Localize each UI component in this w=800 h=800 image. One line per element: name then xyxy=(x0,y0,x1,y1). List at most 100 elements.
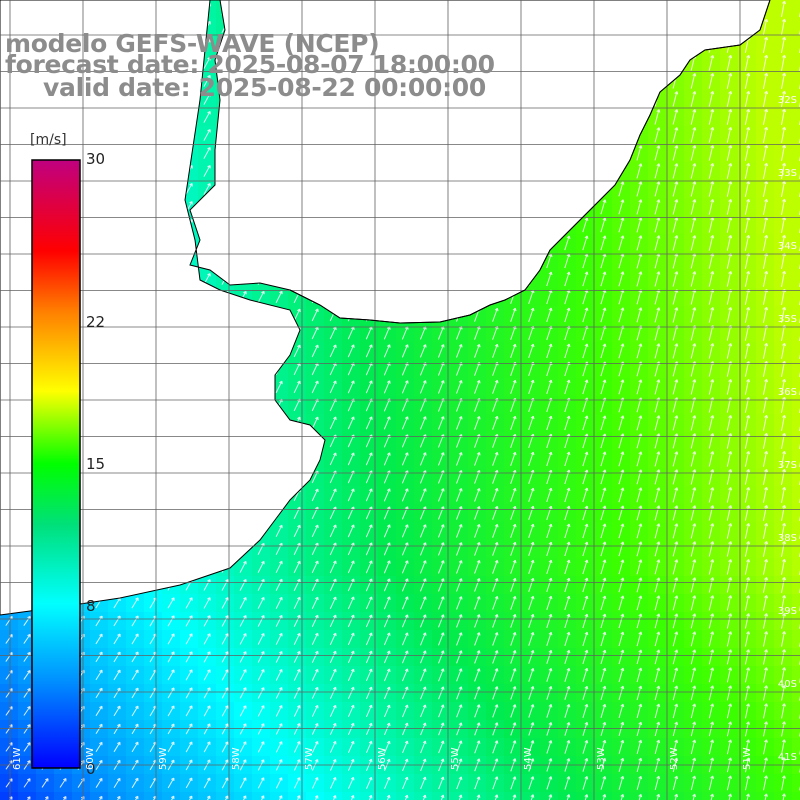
wind-arrow xyxy=(293,741,301,753)
wind-arrow xyxy=(564,685,571,700)
wind-arrow xyxy=(365,380,373,394)
wind-arrow xyxy=(528,559,535,574)
wind-arrow xyxy=(600,415,607,431)
wind-arrow xyxy=(781,126,787,143)
wind-arrow xyxy=(456,506,463,520)
wind-arrow xyxy=(762,576,769,593)
wind-arrow xyxy=(293,704,301,717)
wind-arrow xyxy=(257,741,265,753)
wind-arrow xyxy=(474,451,481,466)
wind-arrow xyxy=(708,54,715,71)
wind-arrow xyxy=(474,776,481,790)
wind-arrow xyxy=(690,415,697,431)
wind-arrow xyxy=(492,704,499,718)
wind-arrow xyxy=(383,578,391,592)
wind-arrow xyxy=(402,722,409,736)
wind-arrow xyxy=(401,632,409,646)
wind-arrow xyxy=(474,505,481,520)
wind-arrow xyxy=(528,649,535,664)
wind-arrow xyxy=(672,613,679,629)
wind-arrow xyxy=(636,271,643,287)
wind-arrow xyxy=(708,199,715,215)
wind-arrow xyxy=(383,650,391,664)
wind-arrow xyxy=(95,705,103,717)
wind-arrow xyxy=(528,505,535,520)
wind-arrow xyxy=(383,488,391,502)
wind-arrow xyxy=(672,685,679,701)
wind-arrow xyxy=(131,687,139,699)
wind-arrow xyxy=(347,452,355,466)
wind-arrow xyxy=(781,414,786,431)
wind-arrow xyxy=(419,542,427,556)
wind-arrow xyxy=(203,74,211,87)
wind-arrow xyxy=(672,703,679,719)
wind-arrow xyxy=(654,307,661,323)
wind-arrow xyxy=(492,487,499,502)
wind-arrow xyxy=(690,721,697,737)
wind-arrow xyxy=(383,686,391,700)
wind-arrow xyxy=(546,685,553,700)
wind-arrow xyxy=(672,649,679,665)
wind-arrow xyxy=(618,667,625,683)
wind-arrow xyxy=(419,452,427,466)
wind-arrow xyxy=(257,723,265,735)
wind-arrow xyxy=(654,685,661,701)
wind-arrow xyxy=(546,505,553,521)
wind-arrow xyxy=(762,522,769,539)
wind-arrow xyxy=(401,614,409,628)
wind-arrow xyxy=(654,739,661,755)
wind-arrow xyxy=(383,668,391,682)
wind-arrow xyxy=(600,199,607,215)
wind-cell xyxy=(792,702,800,720)
wind-arrow xyxy=(672,505,679,521)
colorbar-tick-label: 30 xyxy=(86,150,106,168)
wind-arrow xyxy=(239,596,247,609)
wind-arrow xyxy=(600,487,607,503)
wind-arrow xyxy=(311,488,319,502)
wind-arrow xyxy=(347,560,355,574)
wind-arrow xyxy=(368,794,373,800)
wind-arrow xyxy=(386,794,391,800)
wind-arrow xyxy=(781,667,786,683)
wind-arrow xyxy=(708,559,715,575)
wind-cell xyxy=(414,792,432,800)
wind-arrow xyxy=(708,307,715,323)
wind-arrow xyxy=(744,595,751,611)
wind-arrow xyxy=(564,776,571,790)
wind-arrow xyxy=(510,704,517,718)
longitude-label: 51W xyxy=(742,747,753,770)
wind-arrow xyxy=(582,631,589,647)
wind-arrow xyxy=(365,668,373,682)
wind-arrow xyxy=(456,740,463,754)
wind-arrow xyxy=(762,504,769,521)
wind-arrow xyxy=(528,613,535,628)
wind-arrow xyxy=(672,271,679,287)
wind-arrow xyxy=(781,558,786,575)
wind-arrow xyxy=(203,777,211,789)
wind-arrow xyxy=(293,380,301,394)
wind-cell xyxy=(792,360,800,378)
wind-arrow xyxy=(564,451,571,467)
wind-arrow xyxy=(762,342,769,359)
wind-arrow xyxy=(708,523,715,539)
wind-arrow xyxy=(564,740,571,754)
wind-cell xyxy=(792,558,800,576)
wind-arrow xyxy=(528,740,535,754)
wind-arrow xyxy=(690,91,697,107)
wind-cell xyxy=(792,342,800,360)
wind-arrow xyxy=(41,778,49,788)
wind-arrow xyxy=(311,416,319,430)
wind-arrow xyxy=(95,651,103,663)
wind-cell xyxy=(378,792,396,800)
wind-arrow xyxy=(781,306,787,323)
wind-arrow xyxy=(690,739,697,755)
wind-arrow xyxy=(708,145,715,161)
wind-arrow xyxy=(762,108,769,125)
wind-arrow xyxy=(293,308,301,322)
wind-arrow xyxy=(636,667,643,683)
longitude-label: 55W xyxy=(450,747,461,770)
wind-arrow xyxy=(510,541,517,556)
wind-arrow xyxy=(419,578,427,592)
wind-cell xyxy=(792,450,800,468)
wind-arrow xyxy=(329,488,337,502)
